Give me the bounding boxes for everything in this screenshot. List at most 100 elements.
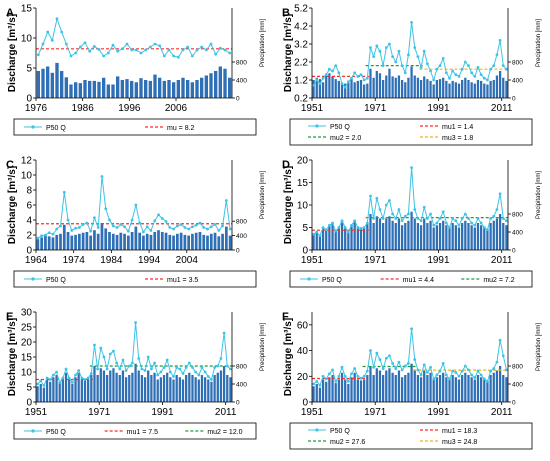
discharge-point [451, 369, 455, 373]
discharge-point [331, 69, 334, 73]
precip-bar [126, 235, 130, 250]
y-tick-label: 1.2 [294, 76, 308, 87]
x-tick-label: 1951 [301, 103, 324, 114]
discharge-point [403, 364, 407, 368]
discharge-point [134, 203, 138, 207]
discharge-point [86, 376, 90, 380]
precip-bar [461, 80, 464, 98]
discharge-point [172, 54, 176, 58]
discharge-point [337, 374, 341, 378]
discharge-point [350, 372, 353, 376]
discharge-point [457, 75, 461, 78]
legend-label: mu = 8.2 [167, 125, 195, 132]
precip-bar [55, 234, 59, 250]
y-tick-label: 2 [26, 231, 32, 242]
discharge-point [64, 42, 68, 46]
discharge-point [463, 60, 467, 64]
precip-bar [334, 79, 337, 98]
discharge-point [318, 383, 322, 387]
y-axis-label: Discharge [m³/s] [7, 166, 18, 244]
discharge-point [416, 55, 420, 58]
discharge-point [179, 223, 183, 226]
discharge-point [501, 64, 505, 67]
discharge-point [83, 378, 87, 381]
discharge-point [324, 377, 328, 381]
precip-bar [470, 225, 473, 250]
discharge-point [463, 212, 467, 216]
discharge-point [221, 224, 224, 228]
precip-bar [378, 73, 382, 98]
discharge-point [495, 360, 499, 364]
discharge-point [369, 349, 372, 352]
y2-tick-label: 800 [236, 60, 247, 67]
precip-bar [353, 372, 356, 402]
legend-box [289, 118, 533, 146]
precip-bar [156, 379, 159, 402]
precip-bar [461, 375, 464, 402]
discharge-point [70, 229, 74, 232]
precip-bar [410, 211, 413, 250]
precip-bar [457, 379, 461, 402]
x-tick-label: 1971 [88, 407, 111, 418]
discharge-point [407, 53, 410, 57]
precip-bar [162, 80, 167, 98]
precip-bar [176, 80, 181, 98]
discharge-point [416, 217, 420, 220]
precip-bar [464, 220, 467, 250]
discharge-point [168, 370, 172, 374]
discharge-point [36, 236, 40, 240]
precip-bar [429, 372, 432, 402]
precip-bar [171, 82, 176, 98]
precip-bar [337, 80, 341, 98]
discharge-point [39, 379, 43, 383]
discharge-point [67, 376, 71, 380]
precip-bar [334, 383, 337, 402]
precip-bar [432, 227, 435, 250]
y-tick-label: 5 [26, 64, 32, 75]
precip-bar [105, 375, 109, 402]
discharge-point [327, 372, 331, 376]
discharge-point [120, 47, 124, 51]
discharge-point [318, 82, 322, 85]
precip-bar [130, 232, 134, 250]
precip-bar [388, 216, 391, 250]
discharge-point [45, 376, 49, 380]
precip-bar [448, 227, 451, 250]
discharge-point [148, 45, 152, 49]
precip-bar [149, 234, 153, 250]
y-tick-label: 15 [21, 4, 33, 15]
discharge-point [218, 46, 222, 50]
discharge-point [144, 48, 148, 52]
y2-axis-label: Precipitation [mm] [536, 19, 542, 67]
discharge-point [381, 367, 385, 370]
discharge-point [438, 369, 442, 373]
discharge-point [115, 361, 119, 365]
discharge-point [149, 229, 153, 232]
discharge-point [69, 54, 73, 58]
precip-bar [331, 76, 334, 98]
precip-bar [210, 381, 213, 402]
precip-bar [129, 80, 134, 98]
precip-bar [350, 79, 353, 98]
discharge-point [413, 358, 417, 361]
discharge-point [438, 64, 442, 67]
precip-bar [134, 226, 138, 250]
precip-bar [69, 84, 73, 98]
discharge-point [97, 48, 101, 51]
discharge-point [162, 366, 166, 369]
y-tick-label: 4 [26, 216, 32, 227]
discharge-point [372, 365, 376, 369]
precip-bar [188, 372, 191, 402]
y2-tick-label: 400 [512, 78, 523, 85]
discharge-point [327, 223, 331, 227]
discharge-point [168, 226, 172, 229]
precip-bar [45, 379, 49, 402]
discharge-point [55, 17, 59, 21]
precip-bar [121, 370, 125, 402]
discharge-point [413, 208, 417, 211]
precip-bar [394, 375, 397, 402]
discharge-point [160, 217, 164, 220]
precip-bar [87, 379, 90, 402]
discharge-point [127, 364, 131, 368]
